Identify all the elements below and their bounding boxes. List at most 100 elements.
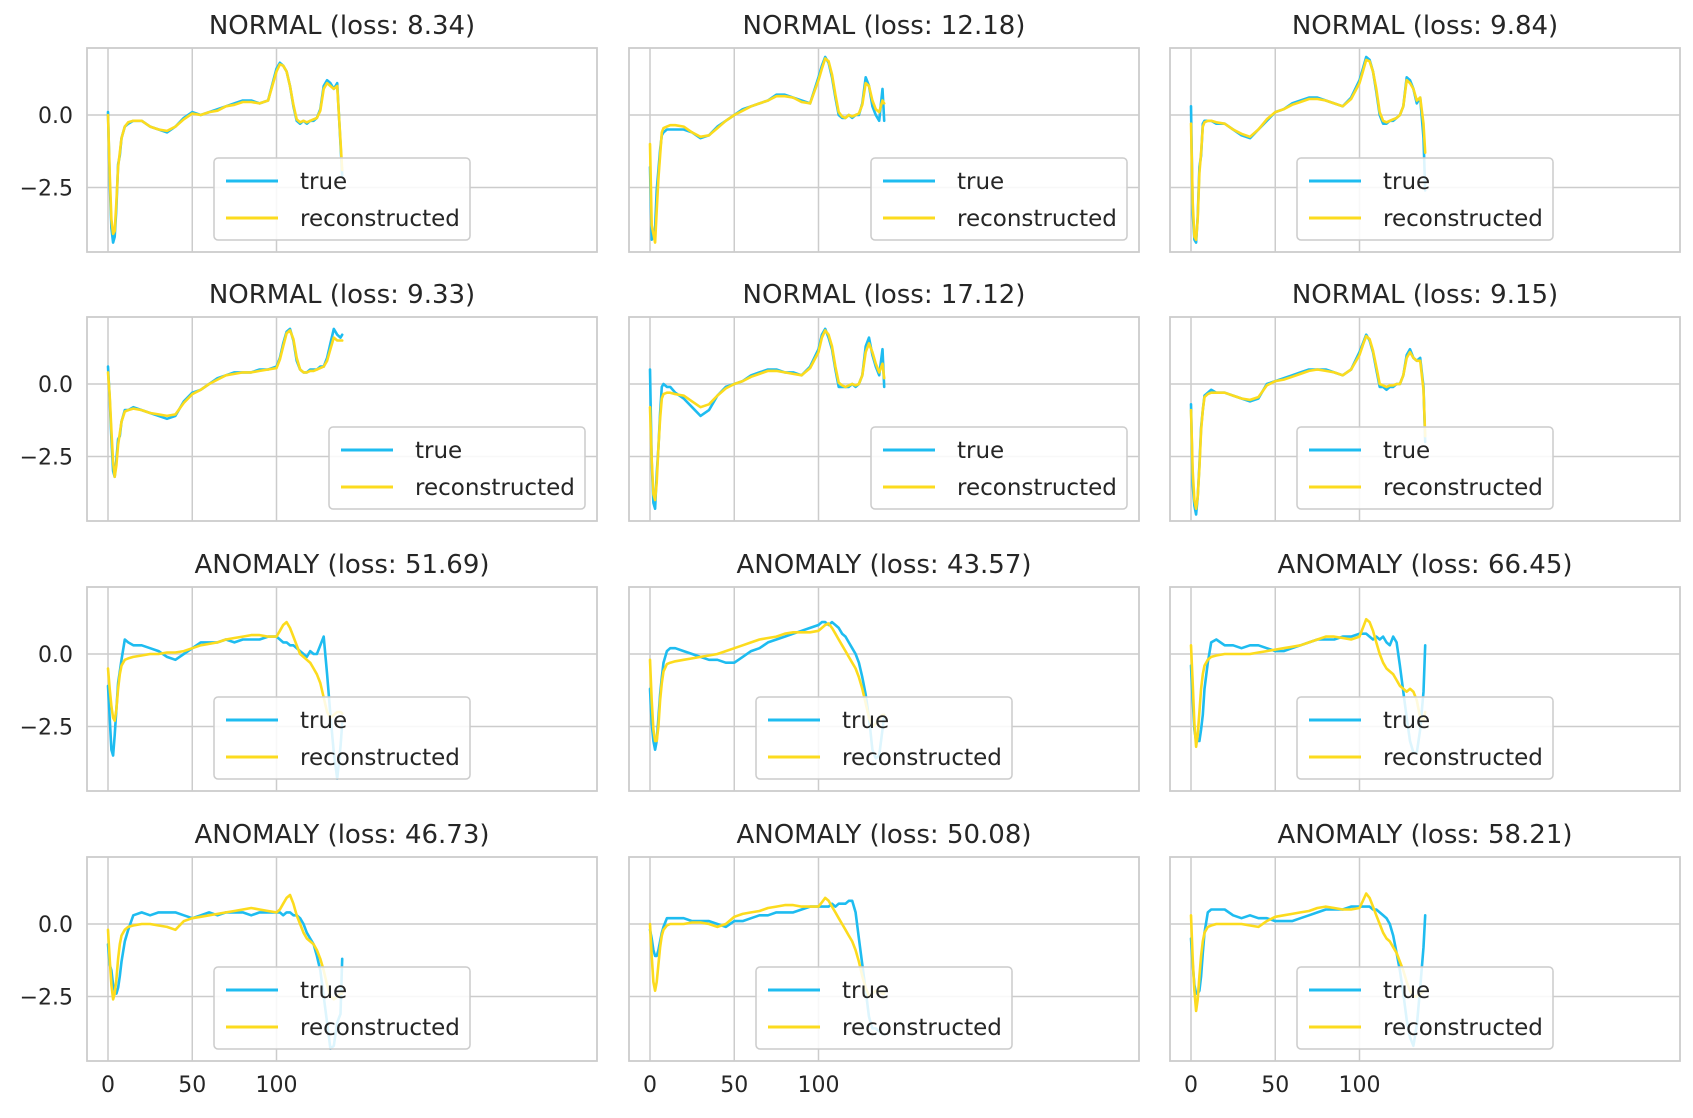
legend-label-true: true [1383,978,1430,1004]
subplot-5: NORMAL (loss: 17.12) true reconstructed [628,280,1140,522]
y-tick-label: 0.0 [38,373,73,398]
x-tick-label: 50 [178,1073,206,1098]
y-tick-label: −2.5 [20,986,73,1011]
series-line-reconstructed [648,329,886,502]
legend-label-reconstructed: reconstructed [1383,475,1543,501]
subplot-title: ANOMALY (loss: 66.45) [1277,550,1572,580]
legend: true reconstructed [1296,966,1554,1050]
subplot-3: NORMAL (loss: 9.84) true reconstructed [1169,11,1681,253]
legend-label-true: true [300,978,347,1004]
series-line-true [106,911,344,1050]
x-tick-label: 0 [101,1073,115,1098]
subplot-11: ANOMALY (loss: 50.08) 0 50 100 true reconstru… [628,820,1140,1098]
x-tick-label: 100 [256,1073,298,1098]
plot-frame [86,47,598,253]
y-tick-label: 0.0 [38,913,73,938]
x-tick-label: 50 [1261,1073,1289,1098]
legend-label-true: true [842,978,889,1004]
subplot-title: ANOMALY (loss: 58.21) [1277,820,1572,850]
plot-frame [628,316,1140,522]
legend: true reconstructed [1296,157,1554,241]
plot-frame [628,856,1140,1062]
legend: true reconstructed [213,157,471,241]
series-line-reconstructed [1189,334,1427,510]
subplot-title: ANOMALY (loss: 51.69) [194,550,489,580]
subplot-4: NORMAL (loss: 9.33) 0.0 −2.5 true reconstruc… [20,280,598,522]
subplot-title: NORMAL (loss: 17.12) [743,280,1026,310]
legend-label-true: true [415,438,462,464]
subplot-10: ANOMALY (loss: 46.73) 0.0 −2.5 0 50 100 true re… [20,820,598,1098]
legend: true reconstructed [870,426,1128,510]
x-tick-label: 50 [720,1073,748,1098]
subplot-6: NORMAL (loss: 9.15) true reconstructed [1169,280,1681,522]
subplot-title: ANOMALY (loss: 43.57) [736,550,1031,580]
legend-label-reconstructed: reconstructed [957,206,1117,232]
subplot-1: NORMAL (loss: 8.34) 0.0 −2.5 true reconstruc… [20,11,598,253]
plot-frame [86,856,598,1062]
y-tick-label: −2.5 [20,446,73,471]
series-line-reconstructed [106,893,344,1001]
legend-label-true: true [957,169,1004,195]
series-line-reconstructed [1189,617,1427,749]
plot-frame [628,47,1140,253]
series-line-true [648,327,886,510]
legend-label-reconstructed: reconstructed [1383,1015,1543,1041]
plot-frame [628,586,1140,792]
legend: true reconstructed [1296,426,1554,510]
legend: true reconstructed [1296,696,1554,780]
y-tick-label: 0.0 [38,643,73,668]
plot-frame [1169,316,1681,522]
legend: true reconstructed [328,426,586,510]
x-tick-label: 100 [1339,1073,1381,1098]
legend-label-reconstructed: reconstructed [300,745,460,771]
legend: true reconstructed [755,966,1013,1050]
series-line-reconstructed [106,620,344,722]
y-tick-label: −2.5 [20,716,73,741]
legend: true reconstructed [870,157,1128,241]
x-tick-label: 100 [798,1073,840,1098]
series-line-true [106,635,344,780]
legend-label-reconstructed: reconstructed [1383,745,1543,771]
series-line-true [648,899,886,1036]
series-line-reconstructed [106,63,344,236]
legend-label-true: true [842,708,889,734]
legend-label-true: true [300,708,347,734]
legend-label-true: true [1383,169,1430,195]
legend-label-true: true [957,438,1004,464]
legend-label-reconstructed: reconstructed [300,206,460,232]
series-line-reconstructed [1189,892,1427,1013]
series-line-true [1189,632,1427,754]
plot-frame [1169,856,1681,1062]
plot-frame [1169,586,1681,792]
series-line-true [648,620,886,760]
legend-label-reconstructed: reconstructed [300,1015,460,1041]
subplot-2: NORMAL (loss: 12.18) true reconstructed [628,11,1140,253]
legend-label-true: true [1383,708,1430,734]
x-tick-label: 0 [643,1073,657,1098]
legend: true reconstructed [755,696,1013,780]
subplot-title: ANOMALY (loss: 50.08) [736,820,1031,850]
series-line-reconstructed [106,329,344,479]
series-line-true [648,55,886,241]
series-line-reconstructed [1189,58,1427,241]
plot-frame [86,316,598,522]
y-tick-label: 0.0 [38,104,73,129]
series-line-reconstructed [648,622,886,743]
legend-label-reconstructed: reconstructed [957,475,1117,501]
legend-label-reconstructed: reconstructed [842,745,1002,771]
subplot-8: ANOMALY (loss: 43.57) true reconstructed [628,550,1140,792]
subplot-title: NORMAL (loss: 9.15) [1292,280,1558,310]
series-line-reconstructed [648,57,886,244]
legend-label-reconstructed: reconstructed [1383,206,1543,232]
legend: true reconstructed [213,696,471,780]
subplot-title: NORMAL (loss: 9.84) [1292,11,1558,41]
subplot-title: NORMAL (loss: 12.18) [743,11,1026,41]
plot-frame [1169,47,1681,253]
series-line-true [106,327,344,479]
subplot-title: ANOMALY (loss: 46.73) [194,820,489,850]
subplot-9: ANOMALY (loss: 66.45) true reconstructed [1169,550,1681,792]
plot-frame [86,586,598,792]
x-tick-label: 0 [1184,1073,1198,1098]
subplot-title: NORMAL (loss: 9.33) [209,280,475,310]
